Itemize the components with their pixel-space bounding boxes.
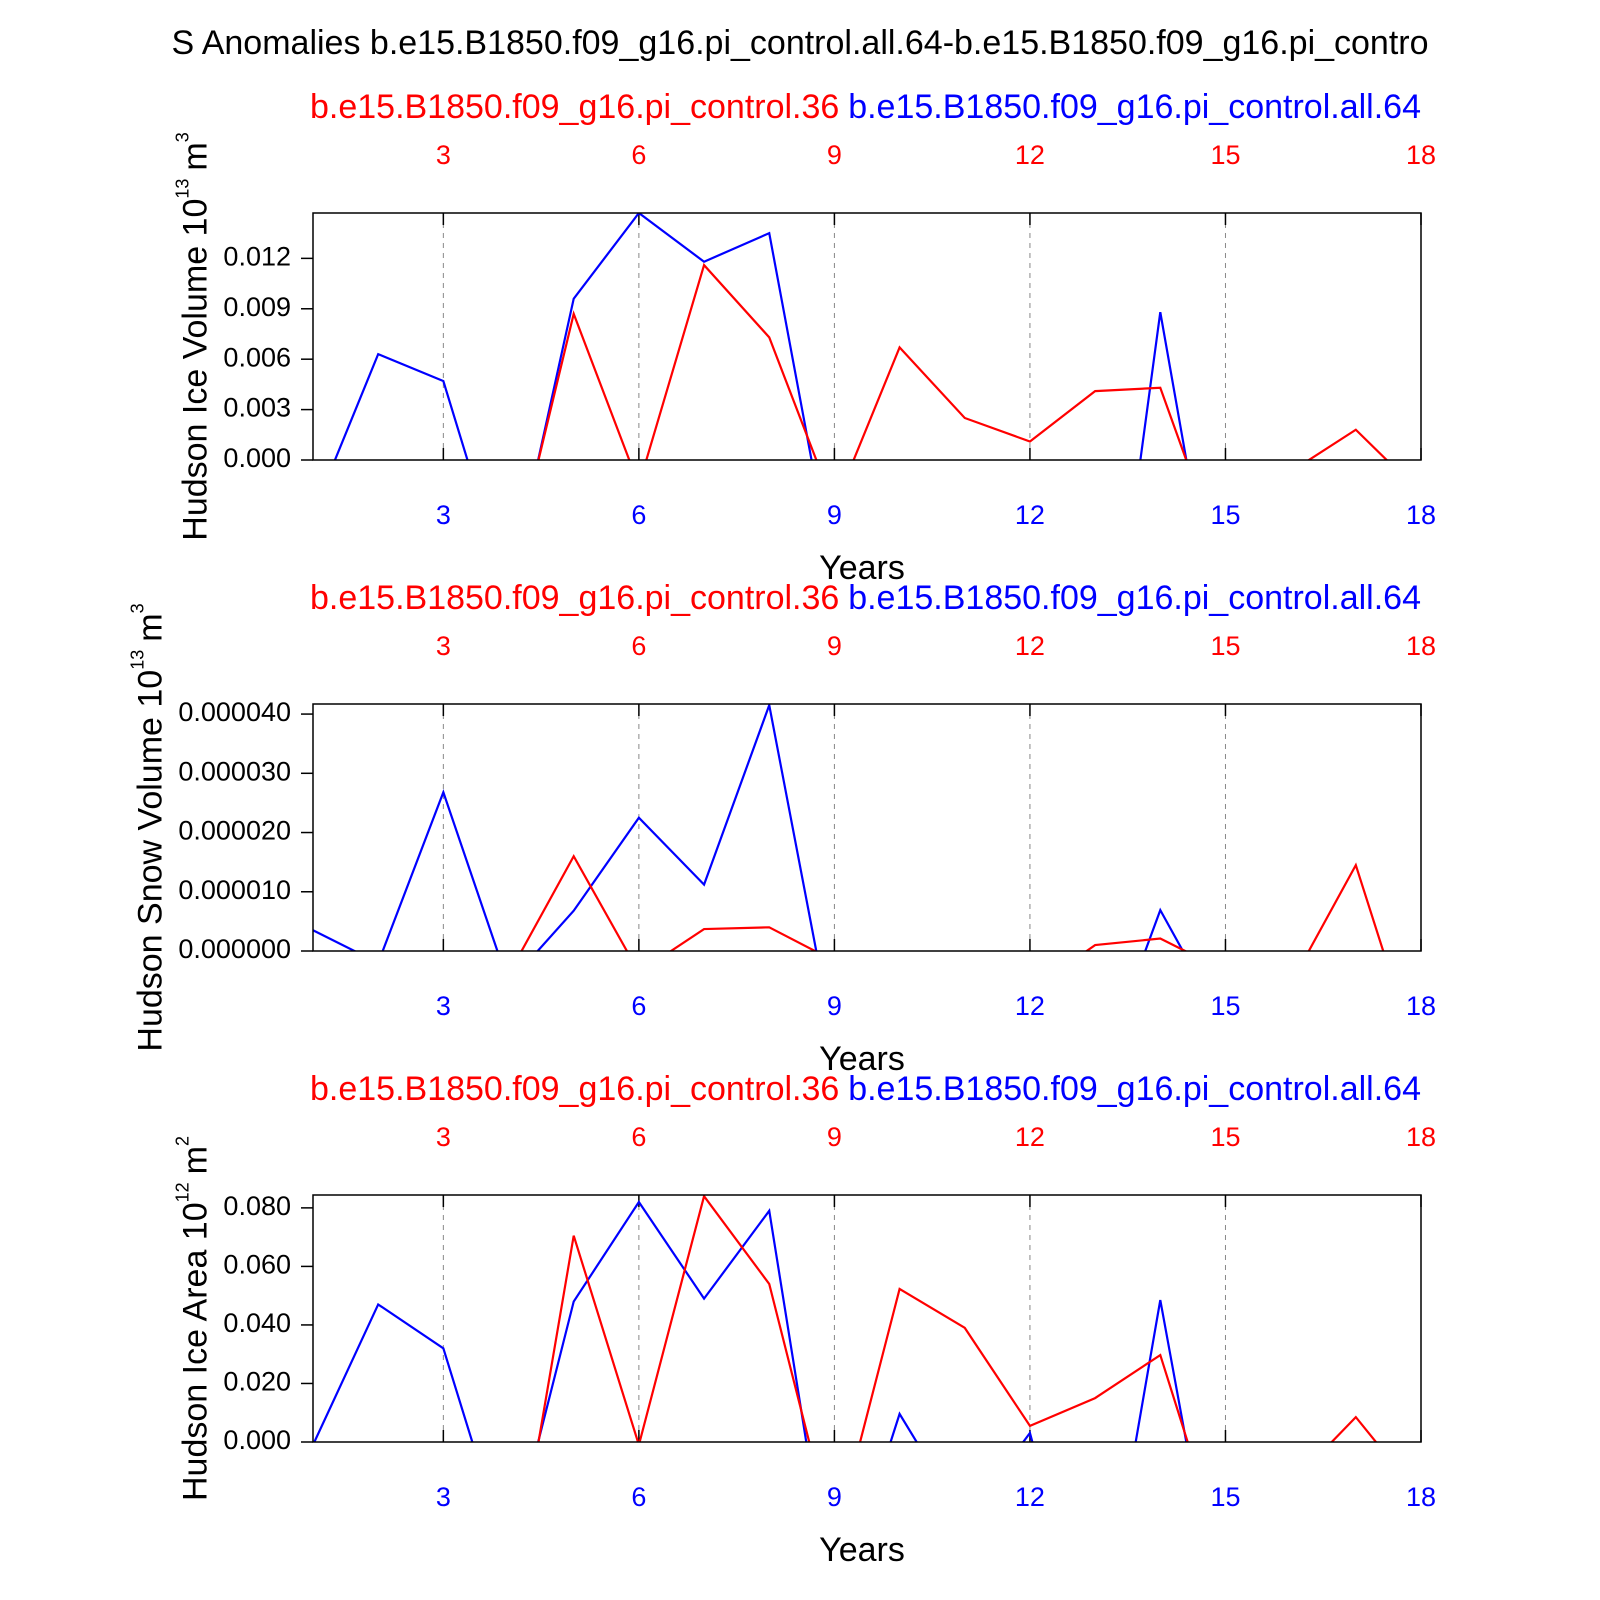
y-axis-title-unit: m	[131, 613, 169, 641]
y-axis-title-unit-exp: 3	[127, 603, 147, 613]
y-axis-title: Hudson Ice Volume 1013 m3	[172, 132, 214, 540]
x-tick-label: 6	[631, 1482, 646, 1512]
x-tick-label-top: 15	[1210, 631, 1240, 661]
x-tick-label-top: 15	[1210, 140, 1240, 170]
x-tick-label: 18	[1406, 500, 1436, 530]
x-tick-label: 9	[827, 1482, 842, 1512]
x-tick-label-top: 6	[631, 631, 646, 661]
y-axis-title-text: Hudson Snow Volume 10	[131, 670, 169, 1052]
x-tick-label-top: 9	[827, 140, 842, 170]
panel: 3 3 6 6 9 9 12 12 15 15 18 18 0.000 0.003 0.006 0.009 0.…	[172, 88, 1436, 587]
line	[313, 704, 1185, 951]
x-tick-label: 9	[827, 500, 842, 530]
x-tick-label: 18	[1406, 1482, 1436, 1512]
y-axis-title-exp: 12	[172, 1182, 192, 1202]
y-tick-label: 0.000	[223, 443, 291, 473]
legend-label: b.e15.B1850.f09_g16.pi_control.all.64	[848, 88, 1421, 126]
x-tick-label: 15	[1210, 500, 1240, 530]
x-tick-label-top: 12	[1015, 1122, 1045, 1152]
y-tick-label: 0.060	[223, 1250, 291, 1280]
x-tick-label-top: 12	[1015, 140, 1045, 170]
y-tick-label: 0.040	[223, 1308, 291, 1338]
y-tick-label: 0.020	[223, 1367, 291, 1397]
line	[520, 853, 1385, 951]
legend-label: b.e15.B1850.f09_g16.pi_control.all.64	[848, 579, 1421, 617]
x-tick-label: 15	[1210, 1482, 1240, 1512]
x-tick-label: 6	[631, 500, 646, 530]
x-tick-label-top: 12	[1015, 631, 1045, 661]
y-axis-title: Hudson Snow Volume 1013 m3	[127, 603, 169, 1051]
legend-label: b.e15.B1850.f09_g16.pi_control.36	[310, 1070, 839, 1108]
x-axis-title: Years	[819, 1531, 905, 1569]
y-tick-label: 0.003	[223, 393, 291, 423]
line	[333, 213, 1188, 460]
x-tick-label-top: 3	[436, 1122, 451, 1152]
x-tick-label-top: 3	[436, 140, 451, 170]
x-tick-label: 12	[1015, 991, 1045, 1021]
y-tick-label: 0.000040	[178, 697, 291, 727]
x-tick-label: 12	[1015, 1482, 1045, 1512]
x-tick-label-top: 9	[827, 631, 842, 661]
x-axis-title: Years	[819, 549, 905, 587]
y-tick-label: 0.000030	[178, 756, 291, 786]
y-axis-title-unit-exp: 3	[172, 132, 192, 142]
y-tick-label: 0.006	[223, 342, 291, 372]
y-axis-title-exp: 13	[172, 179, 192, 199]
x-tick-label: 3	[436, 991, 451, 1021]
line	[537, 262, 1389, 460]
y-axis-title-exp: 13	[127, 650, 147, 670]
x-tick-label: 9	[827, 991, 842, 1021]
plot-frame	[312, 703, 1422, 952]
legend-label: b.e15.B1850.f09_g16.pi_control.36	[310, 88, 839, 126]
y-tick-label: 0.009	[223, 292, 291, 322]
x-tick-label-top: 15	[1210, 1122, 1240, 1152]
x-tick-label: 12	[1015, 500, 1045, 530]
y-axis-title-text: Hudson Ice Area 10	[176, 1202, 214, 1501]
y-tick-label: 0.080	[223, 1191, 291, 1221]
panel: 3 3 6 6 9 9 12 12 15 15 18 18 0.000000 0.000010 0.0000…	[127, 579, 1436, 1078]
plot-frame	[312, 1194, 1422, 1443]
x-tick-label-top: 6	[631, 140, 646, 170]
y-axis-title-unit: m	[176, 142, 214, 170]
plot-frame	[312, 212, 1422, 461]
y-axis-title-unit: m	[176, 1146, 214, 1174]
x-tick-label-top: 9	[827, 1122, 842, 1152]
x-tick-label: 3	[436, 1482, 451, 1512]
legend-label: b.e15.B1850.f09_g16.pi_control.all.64	[848, 1070, 1421, 1108]
x-tick-label-top: 18	[1406, 1122, 1436, 1152]
y-axis-title-text: Hudson Ice Volume 10	[176, 199, 214, 541]
legend-label: b.e15.B1850.f09_g16.pi_control.36	[310, 579, 839, 617]
x-tick-label-top: 18	[1406, 140, 1436, 170]
x-tick-label: 15	[1210, 991, 1240, 1021]
panel: 3 3 6 6 9 9 12 12 15 15 18 18 0.000 0.020 0.040 0.060 0.…	[172, 1070, 1436, 1569]
x-axis-title: Years	[819, 1040, 905, 1078]
chart-title: S Anomalies b.e15.B1850.f09_g16.pi_contr…	[171, 24, 1428, 62]
y-axis-title: Hudson Ice Area 1012 m2	[172, 1136, 214, 1501]
x-tick-label-top: 3	[436, 631, 451, 661]
y-axis-title-unit-exp: 2	[172, 1136, 192, 1146]
y-tick-label: 0.000	[223, 1425, 291, 1455]
x-tick-label-top: 18	[1406, 631, 1436, 661]
y-tick-label: 0.000020	[178, 816, 291, 846]
x-tick-label-top: 6	[631, 1122, 646, 1152]
y-tick-label: 0.000000	[178, 934, 291, 964]
y-tick-label: 0.012	[223, 241, 291, 271]
x-tick-label: 3	[436, 500, 451, 530]
x-tick-label: 18	[1406, 991, 1436, 1021]
y-tick-label: 0.000010	[178, 875, 291, 905]
line	[537, 1195, 1378, 1442]
x-tick-label: 6	[631, 991, 646, 1021]
